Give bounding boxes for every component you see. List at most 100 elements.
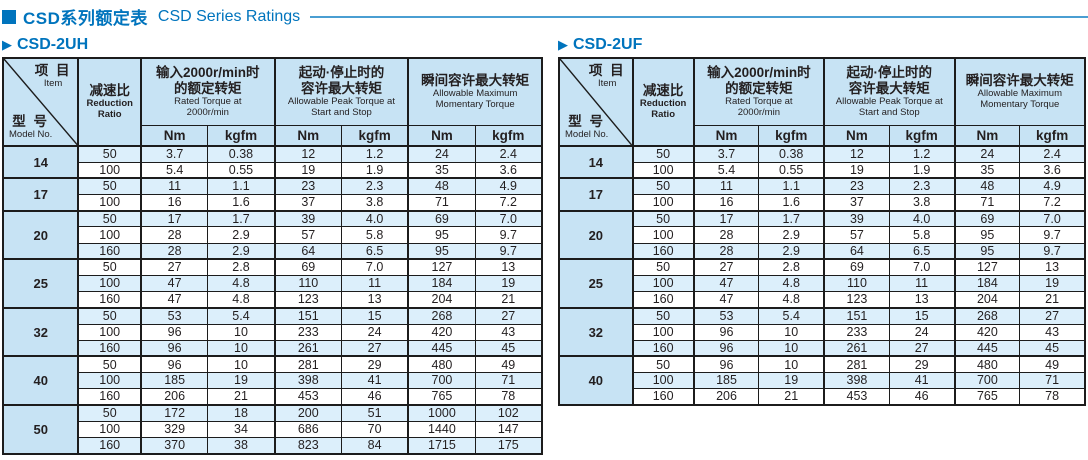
table-row: 25 50 27 2.8 69 7.0 127 13 (2, 258, 543, 309)
unit-kgfm-cell: kgfm (207, 124, 276, 147)
torque-value-cell: 480 (953, 355, 1021, 374)
torque-value-cell: 13 (474, 258, 543, 277)
torque-value-cell: 64 (273, 242, 342, 260)
torque-value-cell: 445 (953, 339, 1021, 357)
torque-value-cell: 0.38 (207, 145, 276, 163)
header-group-momentary: 瞬间容许最大转矩 Allowable Maximum Momentary Torqu… (953, 57, 1086, 126)
ratio-value-cell: 100 (77, 420, 142, 438)
torque-value-cell: 95 (407, 242, 476, 260)
torque-value-cell: 4.8 (758, 274, 825, 293)
torque-value-cell: 151 (823, 307, 890, 325)
ratio-value-cell: 100 (77, 226, 142, 244)
torque-value-cell: 0.55 (207, 161, 276, 179)
unit-nm-cell: Nm (823, 124, 890, 147)
torque-value-cell: 16 (692, 194, 760, 212)
torque-value-cell: 37 (823, 194, 890, 212)
torque-value-cell: 123 (273, 291, 342, 309)
triangle-icon: ▶ (558, 37, 568, 52)
torque-value-cell: 9.7 (1019, 242, 1086, 260)
group-cn2: 容许最大转矩 (848, 80, 930, 96)
torque-value-cell: 281 (823, 355, 890, 374)
torque-value-cell: 2.8 (758, 258, 825, 277)
torque-value-cell: 151 (273, 307, 342, 325)
torque-value-cell: 1440 (407, 420, 476, 438)
torque-value-cell: 37 (273, 194, 342, 212)
table-row: 100 96 10 233 24 420 43 (559, 323, 1086, 341)
torque-value-cell: 10 (758, 355, 825, 374)
subtitle-csd-2uf: ▶ CSD-2UF (558, 35, 1086, 55)
torque-value-cell: 23 (273, 177, 342, 196)
torque-value-cell: 420 (953, 323, 1021, 341)
torque-value-cell: 2.9 (207, 226, 276, 244)
torque-value-cell: 11 (139, 177, 209, 196)
model-group-40: 40 50 96 10 281 29 480 49 100 185 19 398 41 700 71 160 2… (558, 355, 1086, 406)
header-group-momentary: 瞬间容许最大转矩 Allowable Maximum Momentary Torqu… (407, 57, 543, 126)
table-row: 50 50 172 18 200 51 1000 102 (2, 404, 543, 455)
ratio-value-cell: 50 (631, 210, 695, 228)
torque-value-cell: 17 (692, 210, 760, 228)
torque-value-cell: 1.7 (207, 210, 276, 228)
table-row: 40 50 96 10 281 29 480 49 (2, 355, 543, 406)
model-number-cell: 20 (2, 210, 79, 260)
ratio-cn: 减速比 (89, 82, 130, 98)
torque-value-cell: 2.3 (888, 177, 956, 196)
table-row: 160 28 2.9 64 6.5 95 9.7 (559, 242, 1086, 260)
ratio-value-cell: 50 (77, 404, 142, 422)
model-number-cell: 17 (558, 177, 634, 212)
torque-value-cell: 233 (823, 323, 890, 341)
model-number-cell: 32 (558, 307, 634, 357)
torque-value-cell: 445 (407, 339, 476, 357)
torque-value-cell: 21 (1019, 291, 1086, 309)
item-cn: 项 目 (588, 63, 626, 78)
ratio-value-cell: 50 (77, 145, 142, 163)
group-cn2: 容许最大转矩 (300, 80, 382, 96)
torque-value-cell: 398 (273, 372, 342, 390)
torque-value-cell: 2.4 (1019, 145, 1086, 163)
group-en1: Rated Torque at (725, 95, 793, 107)
torque-value-cell: 46 (888, 388, 956, 406)
ratio-value-cell: 50 (631, 258, 695, 277)
model-group-32: 32 50 53 5.4 151 15 268 27 100 96 10 233 24 420 43 160 9… (2, 307, 543, 357)
torque-value-cell: 686 (273, 420, 342, 438)
torque-value-cell: 71 (953, 194, 1021, 212)
torque-value-cell: 6.5 (340, 242, 409, 260)
ratio-value-cell: 160 (631, 242, 695, 260)
torque-value-cell: 19 (474, 274, 543, 293)
torque-value-cell: 21 (758, 388, 825, 406)
table-row: 100 96 10 233 24 420 43 (3, 323, 543, 341)
torque-value-cell: 7.2 (1019, 194, 1086, 212)
torque-value-cell: 78 (474, 388, 543, 406)
torque-value-cell: 2.9 (207, 242, 276, 260)
group-en1: Rated Torque at (174, 95, 242, 107)
torque-value-cell: 69 (953, 210, 1021, 228)
torque-value-cell: 268 (407, 307, 476, 325)
torque-value-cell: 78 (1019, 388, 1086, 406)
torque-value-cell: 200 (273, 404, 342, 422)
torque-value-cell: 453 (823, 388, 890, 406)
torque-value-cell: 24 (407, 145, 476, 163)
table-row: 40 50 96 10 281 29 480 49 (558, 355, 1086, 406)
torque-value-cell: 4.8 (207, 291, 276, 309)
torque-value-cell: 10 (207, 323, 276, 341)
model-group-25: 25 50 27 2.8 69 7.0 127 13 100 47 4.8 110 11 184 19 160… (2, 258, 543, 309)
torque-value-cell: 28 (139, 242, 209, 260)
ratio-value-cell: 100 (631, 194, 695, 212)
group-cn2: 的额定转矩 (174, 80, 242, 96)
torque-value-cell: 27 (692, 258, 760, 277)
group-cn1: 起动·停止时的 (846, 64, 933, 80)
torque-value-cell: 102 (474, 404, 543, 422)
torque-value-cell: 69 (407, 210, 476, 228)
torque-value-cell: 95 (953, 242, 1021, 260)
torque-value-cell: 69 (823, 258, 890, 277)
ratio-cn: 减速比 (642, 82, 684, 98)
header-group-rated: 输入2000r/min时 的额定转矩 Rated Torque at 2000r/mi… (692, 57, 825, 126)
ratio-value-cell: 160 (631, 291, 695, 309)
table-row: 160 206 21 453 46 765 78 (3, 388, 543, 406)
torque-value-cell: 233 (273, 323, 342, 341)
torque-value-cell: 45 (474, 339, 543, 357)
model-group-20: 20 50 17 1.7 39 4.0 69 7.0 100 28 2.9 57 5.8 95 9.7 160… (2, 210, 543, 260)
ratio-value-cell: 100 (77, 323, 142, 341)
torque-value-cell: 7.0 (888, 258, 956, 277)
torque-value-cell: 53 (139, 307, 209, 325)
torque-value-cell: 261 (273, 339, 342, 357)
